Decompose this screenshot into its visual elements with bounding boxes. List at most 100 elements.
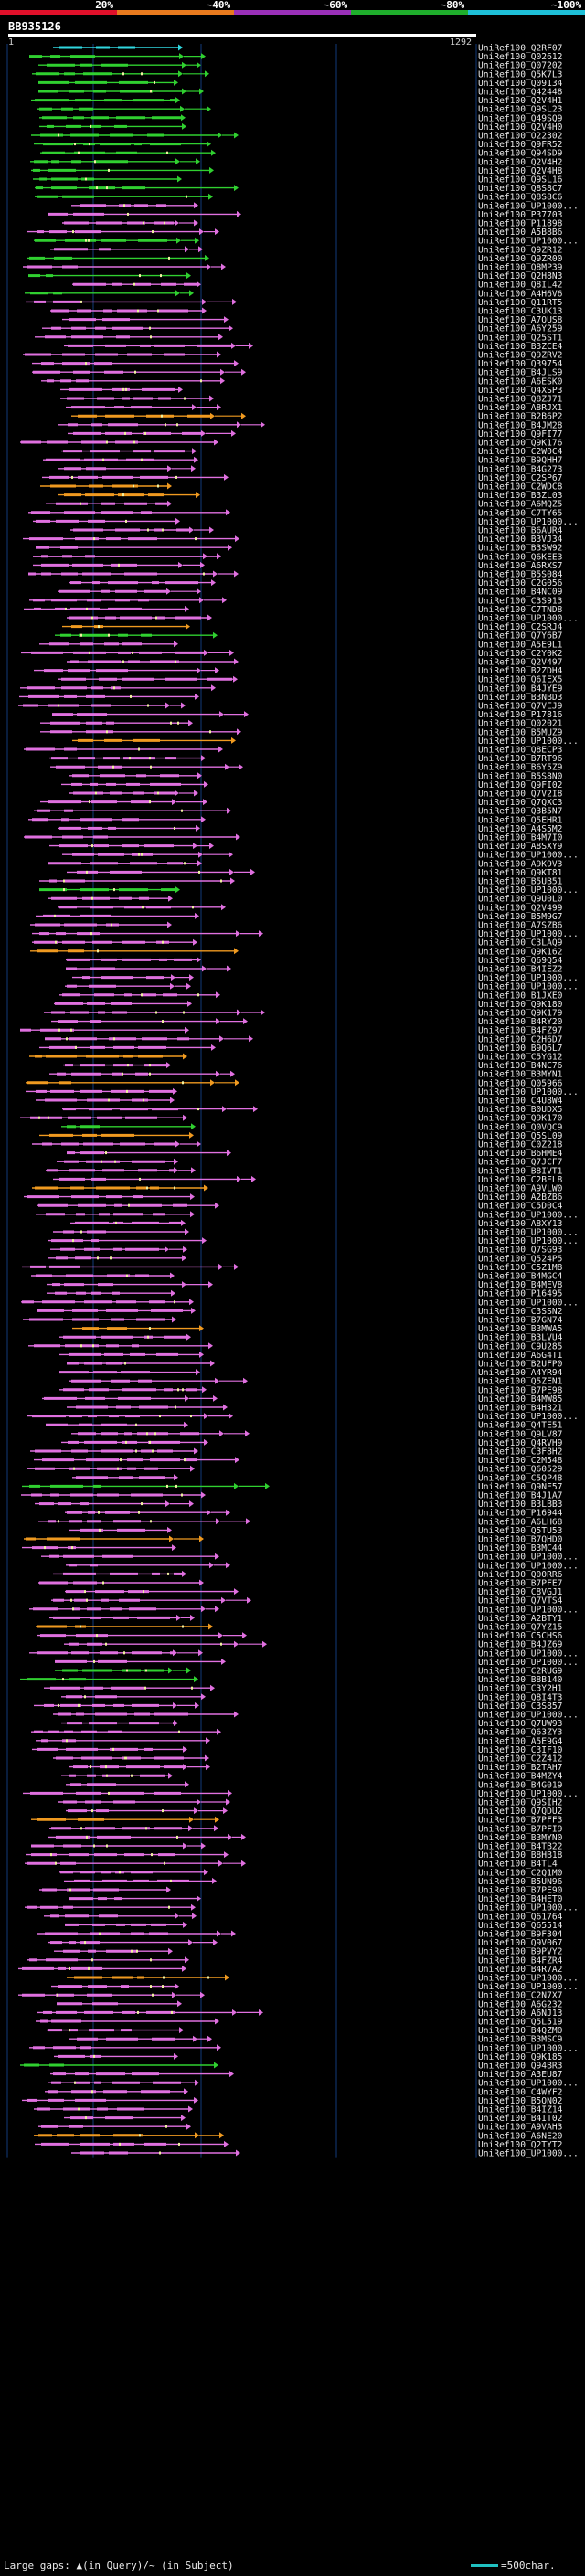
gap-marker [209,730,211,734]
hit-end-arrow [188,2105,193,2113]
hit-end-arrow [173,1649,177,1657]
hit-end-arrow [233,675,238,683]
hit-end-arrow [237,1175,241,1182]
hit-end-arrow [215,1816,219,1823]
hit-end-arrow [189,1500,194,1508]
hit-label: UniRef100_Q2V4H1 [478,96,563,106]
gap-marker [105,1151,107,1155]
hit-end-arrow [197,588,201,595]
gap-marker [125,387,127,391]
hit-label: UniRef100_B4JYE9 [478,684,563,694]
hit-label: UniRef100_C3IF10 [478,1745,563,1755]
hit-label: UniRef100_C2M548 [478,1456,563,1466]
gap-marker [144,1686,146,1690]
gap-marker [80,1230,82,1234]
gap-marker [182,1625,184,1628]
gap-marker [71,475,73,479]
hit-label: UniRef100_Q9LV87 [478,1429,563,1439]
gap-marker [192,906,194,909]
hit-end-arrow [214,439,218,446]
gap-marker [133,282,135,286]
gap-marker [174,1300,176,1304]
hit-end-arrow [165,1500,170,1508]
hit-end-arrow [231,429,236,437]
hit-end-arrow [226,1562,230,1569]
gap-marker [144,431,146,435]
hit-label: UniRef100_B7PFF3 [478,1816,563,1826]
hit-end-arrow [213,631,218,639]
hit-label: UniRef100_UP1000... [478,237,579,247]
gap-marker [110,1256,112,1260]
hit-label: UniRef100_Q65514 [478,1921,563,1931]
hit-end-arrow [224,2140,229,2147]
gap-marker [75,1045,77,1049]
hit-label: UniRef100_Q7UW93 [478,1719,563,1729]
hit-end-arrow [201,1606,206,1613]
hit-label: UniRef100_UP1000... [478,1412,579,1422]
gap-marker [58,704,59,707]
gap-marker [197,993,199,997]
gap-marker [130,694,132,698]
hit-label: UniRef100_Q25ST1 [478,333,563,343]
gap-marker [89,800,90,804]
hit-label: UniRef100_Q61764 [478,1912,563,1922]
hit-label: UniRef100_UP1000... [478,973,579,983]
hit-label: UniRef100_UP1000... [478,737,579,747]
gap-marker [124,431,126,435]
hit-end-arrow [174,2052,178,2060]
hit-end-arrow [168,895,173,902]
hit-label: UniRef100_B3VJ34 [478,535,563,545]
hit-end-arrow [218,132,222,139]
hit-end-arrow [243,1018,248,1025]
gap-marker [86,1835,88,1839]
gap-marker [48,1116,49,1119]
hit-end-arrow [205,70,209,78]
hit-label: UniRef100_Q94SD9 [478,149,563,159]
hit-end-arrow [201,816,206,823]
gap-marker [106,440,108,444]
hit-label: UniRef100_Q2TYT2 [478,2140,562,2150]
hit-label: UniRef100_Q2V4H0 [478,122,563,133]
hit-end-arrow [168,1947,173,1955]
gap-marker [141,458,143,461]
hit-label: UniRef100_B9PVY2 [478,1947,562,1957]
hit-label: UniRef100_Q7V2I8 [478,790,563,800]
hit-label: UniRef100_A6MQZ5 [478,500,562,510]
hit-label: UniRef100_P16944 [478,1509,563,1519]
hit-end-arrow [205,1754,209,1762]
hit-end-arrow [208,1342,213,1350]
gap-marker [141,993,143,997]
gap-marker [135,1423,137,1426]
gap-marker [122,1072,123,1076]
hit-end-arrow [199,1535,204,1542]
hit-label: UniRef100_B3MC44 [478,1543,563,1553]
hit-label: UniRef100_UP1000... [478,1228,579,1238]
gap-marker [220,1642,222,1646]
identity-scale-label: ~60% [323,0,348,11]
hit-end-arrow [219,711,224,718]
gap-marker [163,1976,165,1979]
hit-end-arrow [214,2062,218,2069]
hit-end-arrow [217,1728,221,1735]
gap-marker [159,2151,161,2155]
hit-end-arrow [189,1131,194,1139]
hit-end-arrow [250,868,255,875]
gap-marker [66,1037,68,1041]
hit-label: UniRef100_B3LVU4 [478,1333,563,1343]
hit-end-arrow [209,1562,214,1569]
hit-end-arrow [203,799,207,806]
hit-label: UniRef100_B4MZY4 [478,1772,563,1782]
gap-marker [161,414,163,418]
gap-legend: Large gaps: ▲(in Query)/~ (in Subject) [4,2560,234,2571]
gap-marker [92,1344,94,1348]
hit-label: UniRef100_B1JXE0 [478,991,563,1001]
gap-marker [97,949,99,953]
gap-marker [184,1458,186,1462]
hit-label: UniRef100_A9VLW0 [478,1184,563,1194]
hit-end-arrow [241,368,246,376]
hit-end-arrow [251,1175,256,1182]
hit-end-arrow [234,360,239,367]
gap-marker [146,1186,148,1190]
hit-label: UniRef100_Q9SL23 [478,105,563,115]
hit-end-arrow [249,342,253,349]
